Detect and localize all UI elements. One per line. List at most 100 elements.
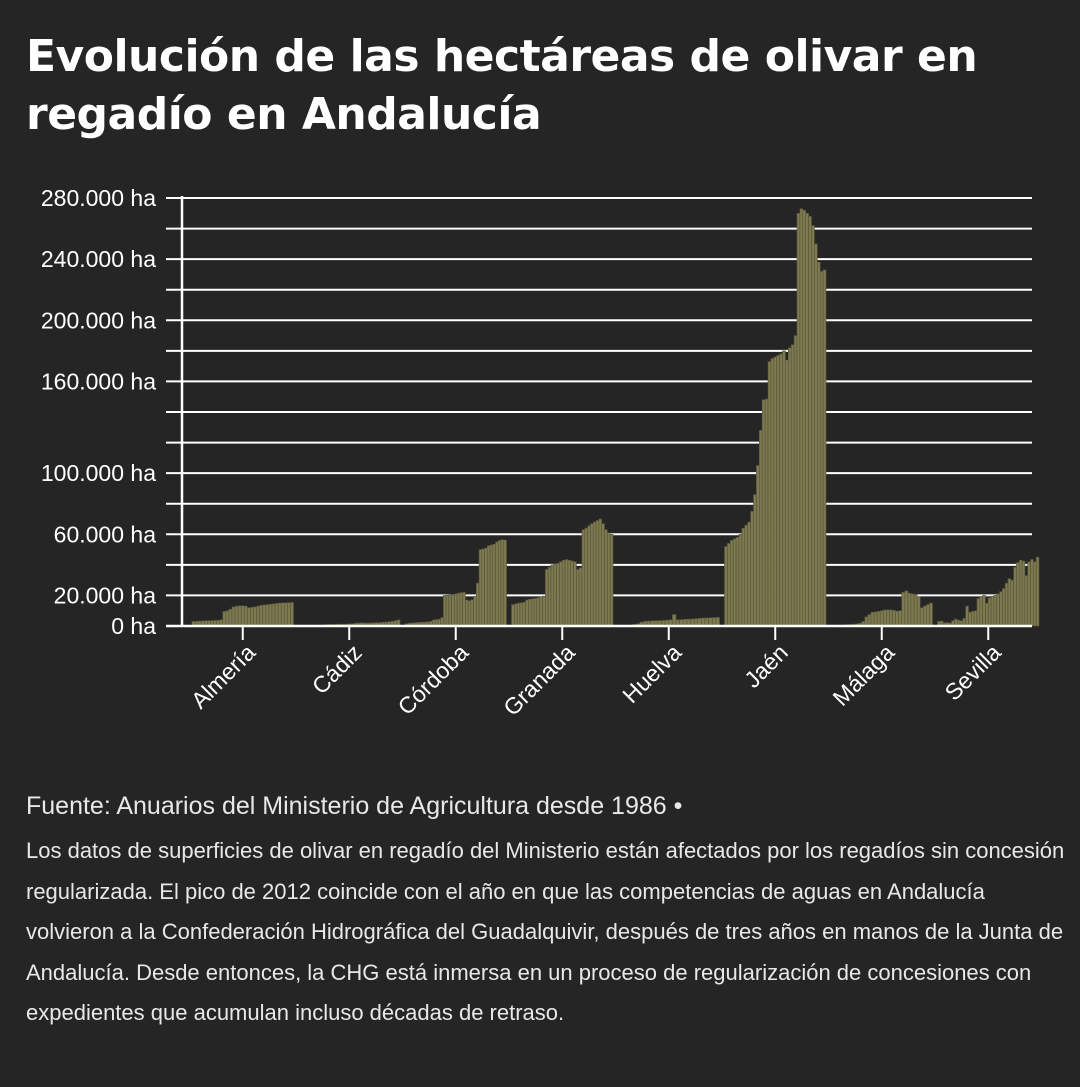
footnote: Los datos de superficies de olivar en re… xyxy=(26,838,1065,1025)
bar xyxy=(268,603,273,627)
bar xyxy=(601,523,605,627)
bar xyxy=(581,529,586,627)
bar xyxy=(587,525,591,627)
bar xyxy=(465,599,469,627)
bar xyxy=(456,592,461,627)
bar xyxy=(570,560,574,627)
bar xyxy=(782,350,786,627)
chart-title: Evolución de las hectáreas de olivar en … xyxy=(26,31,978,140)
bar xyxy=(799,208,804,627)
bar xyxy=(750,511,754,627)
axis-labels: 0 ha 20.000 ha 60.000 ha 100.000 ha 160.000 … xyxy=(41,185,1006,721)
bar xyxy=(741,527,746,627)
bar xyxy=(567,559,572,627)
bar xyxy=(901,592,906,627)
bar xyxy=(672,614,677,627)
bar xyxy=(539,596,543,627)
bar xyxy=(904,590,909,627)
bar xyxy=(892,609,896,627)
bar xyxy=(253,606,257,627)
bar xyxy=(283,602,288,627)
bar xyxy=(225,610,230,627)
bar xyxy=(979,596,983,627)
bar xyxy=(467,600,472,627)
x-tick-label: Sevilla xyxy=(939,639,1005,705)
bar-groups xyxy=(191,208,1040,627)
bar xyxy=(486,545,491,627)
x-tick-label: Málaga xyxy=(828,639,900,711)
bar xyxy=(985,602,989,627)
y-tick-label: 0 ha xyxy=(111,613,156,639)
bar xyxy=(1018,559,1023,627)
bar xyxy=(231,606,236,627)
bar xyxy=(870,611,875,627)
bar xyxy=(1021,560,1026,627)
bar xyxy=(228,608,233,627)
bar xyxy=(500,539,505,627)
bar xyxy=(758,430,763,627)
bar xyxy=(811,225,815,627)
bar xyxy=(545,569,549,627)
bar xyxy=(1027,561,1031,627)
bar xyxy=(1010,579,1014,627)
bar xyxy=(922,605,927,627)
x-tick-label: Almería xyxy=(186,639,261,714)
bar xyxy=(511,604,515,627)
x-tick-label: Jaén xyxy=(739,639,793,693)
bar xyxy=(982,595,986,627)
bar xyxy=(913,594,918,627)
bar xyxy=(1033,561,1037,627)
bar xyxy=(462,592,466,627)
bar xyxy=(907,592,912,627)
bar xyxy=(573,561,577,627)
bar xyxy=(724,546,728,627)
bar xyxy=(808,216,812,627)
y-tick-label: 240.000 ha xyxy=(41,246,156,272)
bar xyxy=(561,559,566,627)
bar xyxy=(919,607,924,627)
x-tick-label: Huelva xyxy=(617,639,686,708)
bar xyxy=(237,605,242,627)
bar xyxy=(802,209,806,627)
bar xyxy=(793,335,798,627)
bar xyxy=(280,602,285,627)
bar xyxy=(503,539,507,627)
bar xyxy=(926,604,930,627)
bar xyxy=(895,610,899,627)
bar xyxy=(240,605,245,627)
bar xyxy=(525,599,529,627)
bar xyxy=(607,532,611,627)
bar xyxy=(805,212,809,627)
bar xyxy=(898,610,903,627)
bar xyxy=(484,547,488,627)
bar xyxy=(1002,588,1006,627)
bar xyxy=(440,617,444,627)
bar-group xyxy=(632,614,720,627)
bar xyxy=(711,617,717,627)
bar xyxy=(1013,566,1017,627)
bar xyxy=(542,595,546,627)
bar xyxy=(864,616,869,627)
bar xyxy=(767,361,772,627)
bar xyxy=(715,617,720,627)
bar xyxy=(274,603,279,627)
bar xyxy=(247,607,251,627)
x-tick-label: Córdoba xyxy=(393,639,474,720)
bar xyxy=(999,591,1003,627)
bar xyxy=(867,614,872,627)
y-tick-label: 100.000 ha xyxy=(41,460,156,486)
bar xyxy=(916,596,921,627)
bar xyxy=(514,603,518,627)
bar xyxy=(886,609,890,627)
bar xyxy=(773,356,777,627)
bar xyxy=(550,564,555,627)
bar xyxy=(473,595,477,627)
bar xyxy=(976,598,981,627)
y-tick-label: 280.000 ha xyxy=(41,185,156,211)
y-tick-label: 200.000 ha xyxy=(41,307,156,333)
bar xyxy=(492,543,496,627)
bar xyxy=(445,594,450,627)
bar xyxy=(497,540,502,627)
y-tick-label: 20.000 ha xyxy=(54,582,157,608)
source-line: Fuente: Anuarios del Ministerio de Agric… xyxy=(26,792,683,820)
